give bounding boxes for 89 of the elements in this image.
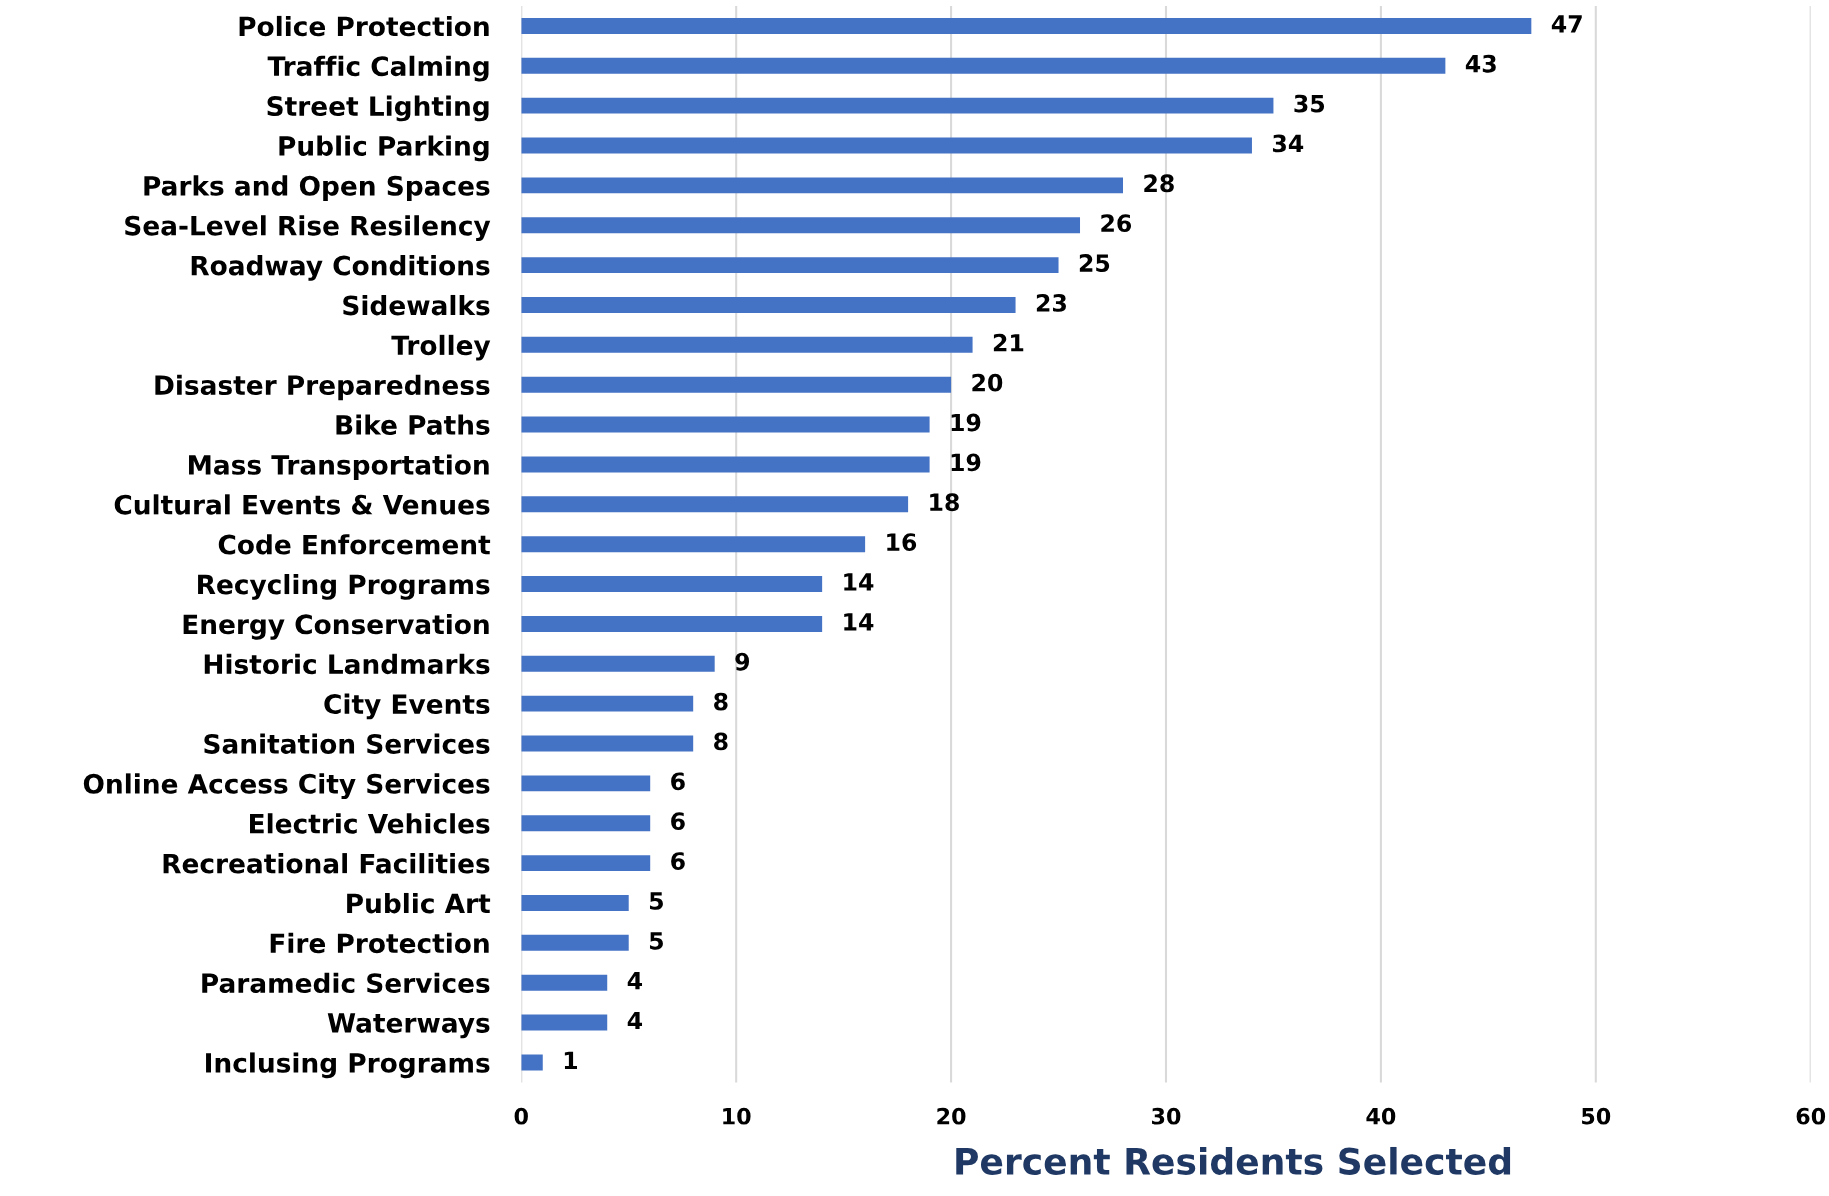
y-tick-label: Paramedic Services bbox=[202, 972, 490, 994]
bar bbox=[521, 177, 1124, 194]
y-tick-label: Waterways bbox=[327, 1013, 490, 1039]
bar bbox=[521, 17, 1532, 34]
data-label: 6 bbox=[671, 812, 685, 831]
x-tick-label: 0 bbox=[514, 1107, 528, 1125]
y-tick-label: Bike Paths bbox=[336, 414, 490, 435]
data-label: 18 bbox=[930, 493, 959, 512]
data-label: 47 bbox=[1551, 15, 1582, 33]
x-tick-label: 30 bbox=[1152, 1107, 1181, 1125]
bar bbox=[521, 576, 823, 593]
y-tick-label: Public Art bbox=[347, 892, 491, 914]
data-label: 4 bbox=[627, 972, 643, 990]
y-tick-label: Fire Protection bbox=[270, 932, 489, 954]
bar bbox=[521, 456, 930, 473]
y-tick-label: Electric Vehicles bbox=[250, 813, 490, 834]
y-tick-label: Sea-Level Rise Resilency bbox=[125, 215, 491, 241]
data-label: 43 bbox=[1465, 54, 1496, 73]
y-tick-label: Code Enforcement bbox=[218, 534, 491, 555]
y-tick-label: Roadway Conditions bbox=[191, 255, 490, 281]
data-label: 19 bbox=[951, 413, 981, 432]
bar bbox=[521, 1014, 608, 1031]
bar bbox=[521, 416, 930, 433]
bar bbox=[521, 655, 715, 672]
bar bbox=[521, 97, 1274, 114]
data-label: 8 bbox=[714, 732, 728, 751]
y-tick-label: Street Lighting bbox=[267, 95, 489, 122]
y-tick-label: Energy Conservation bbox=[183, 613, 489, 640]
data-label: 8 bbox=[714, 692, 728, 711]
x-tick-label: 40 bbox=[1366, 1107, 1396, 1125]
y-tick-label: Trolley bbox=[391, 334, 491, 361]
y-tick-label: Inclusing Programs bbox=[206, 1052, 490, 1079]
data-label: 6 bbox=[671, 772, 685, 791]
data-label: 19 bbox=[951, 453, 981, 472]
data-label: 28 bbox=[1144, 174, 1174, 193]
bar bbox=[521, 815, 651, 832]
bar bbox=[521, 217, 1081, 234]
data-label: 35 bbox=[1294, 94, 1325, 113]
bar bbox=[521, 257, 1059, 274]
y-tick-label: City Events bbox=[324, 693, 490, 720]
bar bbox=[521, 57, 1446, 74]
y-tick-label: Mass Transportation bbox=[189, 454, 489, 480]
data-label: 23 bbox=[1036, 293, 1066, 312]
bar bbox=[521, 536, 866, 553]
y-tick-label: Police Protection bbox=[239, 15, 489, 37]
y-tick-label: Recreational Facilities bbox=[163, 853, 490, 874]
data-label: 14 bbox=[844, 613, 874, 631]
data-label: 25 bbox=[1079, 254, 1110, 272]
data-label: 34 bbox=[1272, 134, 1304, 153]
bar bbox=[521, 137, 1252, 154]
data-label: 4 bbox=[627, 1011, 643, 1030]
bar bbox=[521, 855, 651, 872]
bar bbox=[521, 1054, 543, 1071]
x-tick-label: 50 bbox=[1582, 1107, 1611, 1125]
y-tick-label: Sanitation Services bbox=[204, 733, 490, 754]
bar bbox=[521, 775, 651, 792]
x-axis-title: Percent Residents Selected bbox=[956, 1146, 1511, 1175]
y-tick-label: Disaster Preparedness bbox=[155, 374, 490, 401]
data-label: 9 bbox=[735, 652, 750, 671]
data-label: 20 bbox=[972, 373, 1003, 392]
data-label: 1 bbox=[564, 1051, 578, 1069]
bar bbox=[521, 735, 694, 752]
bar bbox=[521, 934, 629, 951]
data-label: 5 bbox=[649, 892, 663, 910]
y-tick-label: Parks and Open Spaces bbox=[144, 175, 490, 201]
bar bbox=[521, 615, 823, 632]
y-tick-label: Historic Landmarks bbox=[204, 653, 490, 675]
bar bbox=[521, 336, 973, 353]
data-label: 5 bbox=[649, 932, 663, 950]
data-label: 21 bbox=[993, 333, 1024, 352]
data-label: 26 bbox=[1101, 214, 1132, 233]
y-tick-label: Recycling Programs bbox=[198, 574, 490, 600]
data-label: 14 bbox=[844, 573, 874, 591]
x-tick-label: 20 bbox=[937, 1107, 966, 1125]
bar bbox=[521, 297, 1016, 313]
bar bbox=[521, 376, 952, 393]
bar bbox=[521, 695, 694, 712]
y-tick-label: Traffic Calming bbox=[267, 55, 489, 82]
bar bbox=[521, 496, 909, 513]
x-tick-label: 10 bbox=[723, 1107, 751, 1125]
bar bbox=[521, 974, 608, 991]
y-tick-label: Public Parking bbox=[279, 135, 489, 162]
x-tick-label: 60 bbox=[1796, 1107, 1826, 1125]
y-tick-label: Sidewalks bbox=[343, 294, 490, 316]
data-label: 16 bbox=[887, 533, 917, 552]
data-label: 6 bbox=[671, 852, 685, 870]
y-tick-label: Online Access City Services bbox=[83, 773, 490, 800]
bar bbox=[521, 895, 629, 911]
y-tick-label: Cultural Events & Venues bbox=[114, 494, 490, 515]
